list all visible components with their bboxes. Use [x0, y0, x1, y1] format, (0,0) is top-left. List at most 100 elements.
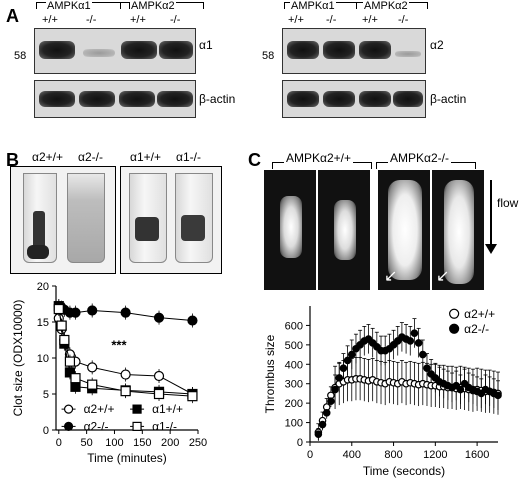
data-point: [120, 369, 131, 380]
data-point: [70, 373, 81, 384]
data-point: [187, 391, 198, 402]
thrombus-size-chart: 0 100 200 300 400 500 600 0 400 800 1200 1600 Time (…: [263, 306, 502, 478]
data-point: [120, 386, 131, 397]
clot-tubes-photo-alpha2: [10, 166, 116, 274]
legend-label: α2-/-: [464, 322, 489, 336]
data-point: [70, 307, 81, 318]
data-point: [414, 339, 423, 347]
legend-marker: [132, 421, 142, 431]
flow-arrow-icon: [490, 180, 492, 246]
x-tick-label: 150: [133, 437, 151, 449]
legend-marker: [63, 404, 74, 414]
data-point: [410, 329, 419, 338]
data-point: [64, 356, 76, 367]
x-axis-label: Time (seconds): [363, 464, 445, 478]
x-tick-label: 1200: [423, 449, 447, 461]
group-label: AMPKα1: [290, 0, 336, 12]
group-label: AMPKα2: [130, 0, 176, 12]
data-point: [187, 315, 198, 326]
alpha1-blot-strip: [34, 28, 196, 74]
x-axis-label: Time (minutes): [87, 451, 167, 465]
panel-b-letter: B: [6, 150, 19, 170]
x-tick-label: 50: [81, 437, 93, 449]
x-tick-label: 0: [307, 449, 313, 461]
data-point: [343, 356, 352, 365]
y-tick-label: 100: [285, 418, 303, 430]
x-tick-label: 400: [343, 449, 361, 461]
photo-label: α1-/-: [176, 150, 201, 164]
photo-label: α2-/-: [78, 150, 103, 164]
arrow-icon: ↙: [384, 268, 398, 285]
legend-label: α2+/+: [464, 307, 495, 321]
genotype-label: +/+: [42, 14, 58, 26]
y-tick-label: 400: [285, 359, 303, 371]
x-tick-label: 250: [189, 437, 207, 449]
group-label: AMPKα2-/-: [388, 151, 451, 165]
genotype-label: +/+: [130, 14, 146, 26]
group-label: AMPKα1: [46, 0, 92, 12]
data-point: [494, 391, 502, 400]
flow-arrowhead-icon: [485, 244, 497, 254]
x-tick-label: 800: [384, 449, 402, 461]
x-tick-label: 1600: [465, 449, 489, 461]
y-tick-label: 200: [285, 398, 303, 410]
y-tick-label: 0: [297, 437, 303, 449]
data-point: [153, 388, 165, 400]
genotype-label: +/+: [288, 14, 304, 26]
y-tick-label: 0: [43, 425, 49, 437]
flow-label: flow: [497, 196, 519, 210]
data-point: [153, 370, 165, 382]
data-point: [331, 385, 339, 394]
significance-annotation: ***: [111, 337, 127, 352]
data-point: [87, 379, 98, 390]
x-tick-label: 200: [161, 437, 179, 449]
y-axis-label: Thrombus size: [263, 334, 277, 413]
actin-blot-strip: [282, 80, 426, 118]
clot-tubes-photo-alpha1: [120, 166, 222, 274]
band-label: α2: [430, 38, 444, 52]
genotype-label: -/-: [170, 14, 181, 26]
y-tick-label: 300: [285, 379, 303, 391]
legend-label: α1-/-: [152, 419, 177, 433]
legend-marker: [449, 323, 460, 334]
x-tick-label: 100: [105, 437, 123, 449]
data-point: [327, 397, 335, 406]
data-point: [456, 385, 465, 394]
y-tick-label: 500: [285, 340, 303, 352]
data-point: [322, 409, 331, 417]
thrombus-image: [264, 170, 316, 290]
data-point: [318, 420, 327, 429]
data-point: [56, 320, 67, 331]
band-label: α1: [199, 38, 213, 52]
photo-label: α2+/+: [32, 150, 63, 164]
photo-label: α1+/+: [130, 150, 161, 164]
actin-label: β-actin: [430, 92, 467, 106]
mw-marker: 58: [14, 50, 27, 62]
legend-marker: [63, 421, 74, 431]
data-point: [153, 312, 165, 323]
alpha2-blot-strip: [282, 28, 426, 74]
data-point: [339, 364, 348, 372]
legend-label: α2-/-: [84, 419, 109, 433]
y-axis-label: Clot size (ODX10000): [11, 300, 25, 417]
legend-marker: [449, 308, 460, 319]
data-point: [59, 334, 70, 346]
legend-marker: [132, 404, 142, 414]
data-point: [87, 362, 98, 373]
y-tick-label: 20: [37, 281, 49, 293]
data-point: [335, 374, 344, 382]
data-point: [120, 307, 131, 318]
actin-label: β-actin: [199, 92, 236, 106]
thrombus-image: ↙: [378, 170, 430, 290]
data-point: [406, 337, 415, 345]
genotype-label: -/-: [326, 14, 337, 26]
arrow-icon: ↙: [436, 268, 450, 285]
data-point: [423, 364, 431, 372]
y-tick-label: 5: [43, 389, 49, 401]
genotype-label: -/-: [86, 14, 97, 26]
data-point: [87, 305, 98, 316]
panel-c-letter: C: [248, 150, 261, 170]
legend-label: α1+/+: [152, 402, 183, 416]
thrombus-image: ↙: [432, 170, 484, 290]
